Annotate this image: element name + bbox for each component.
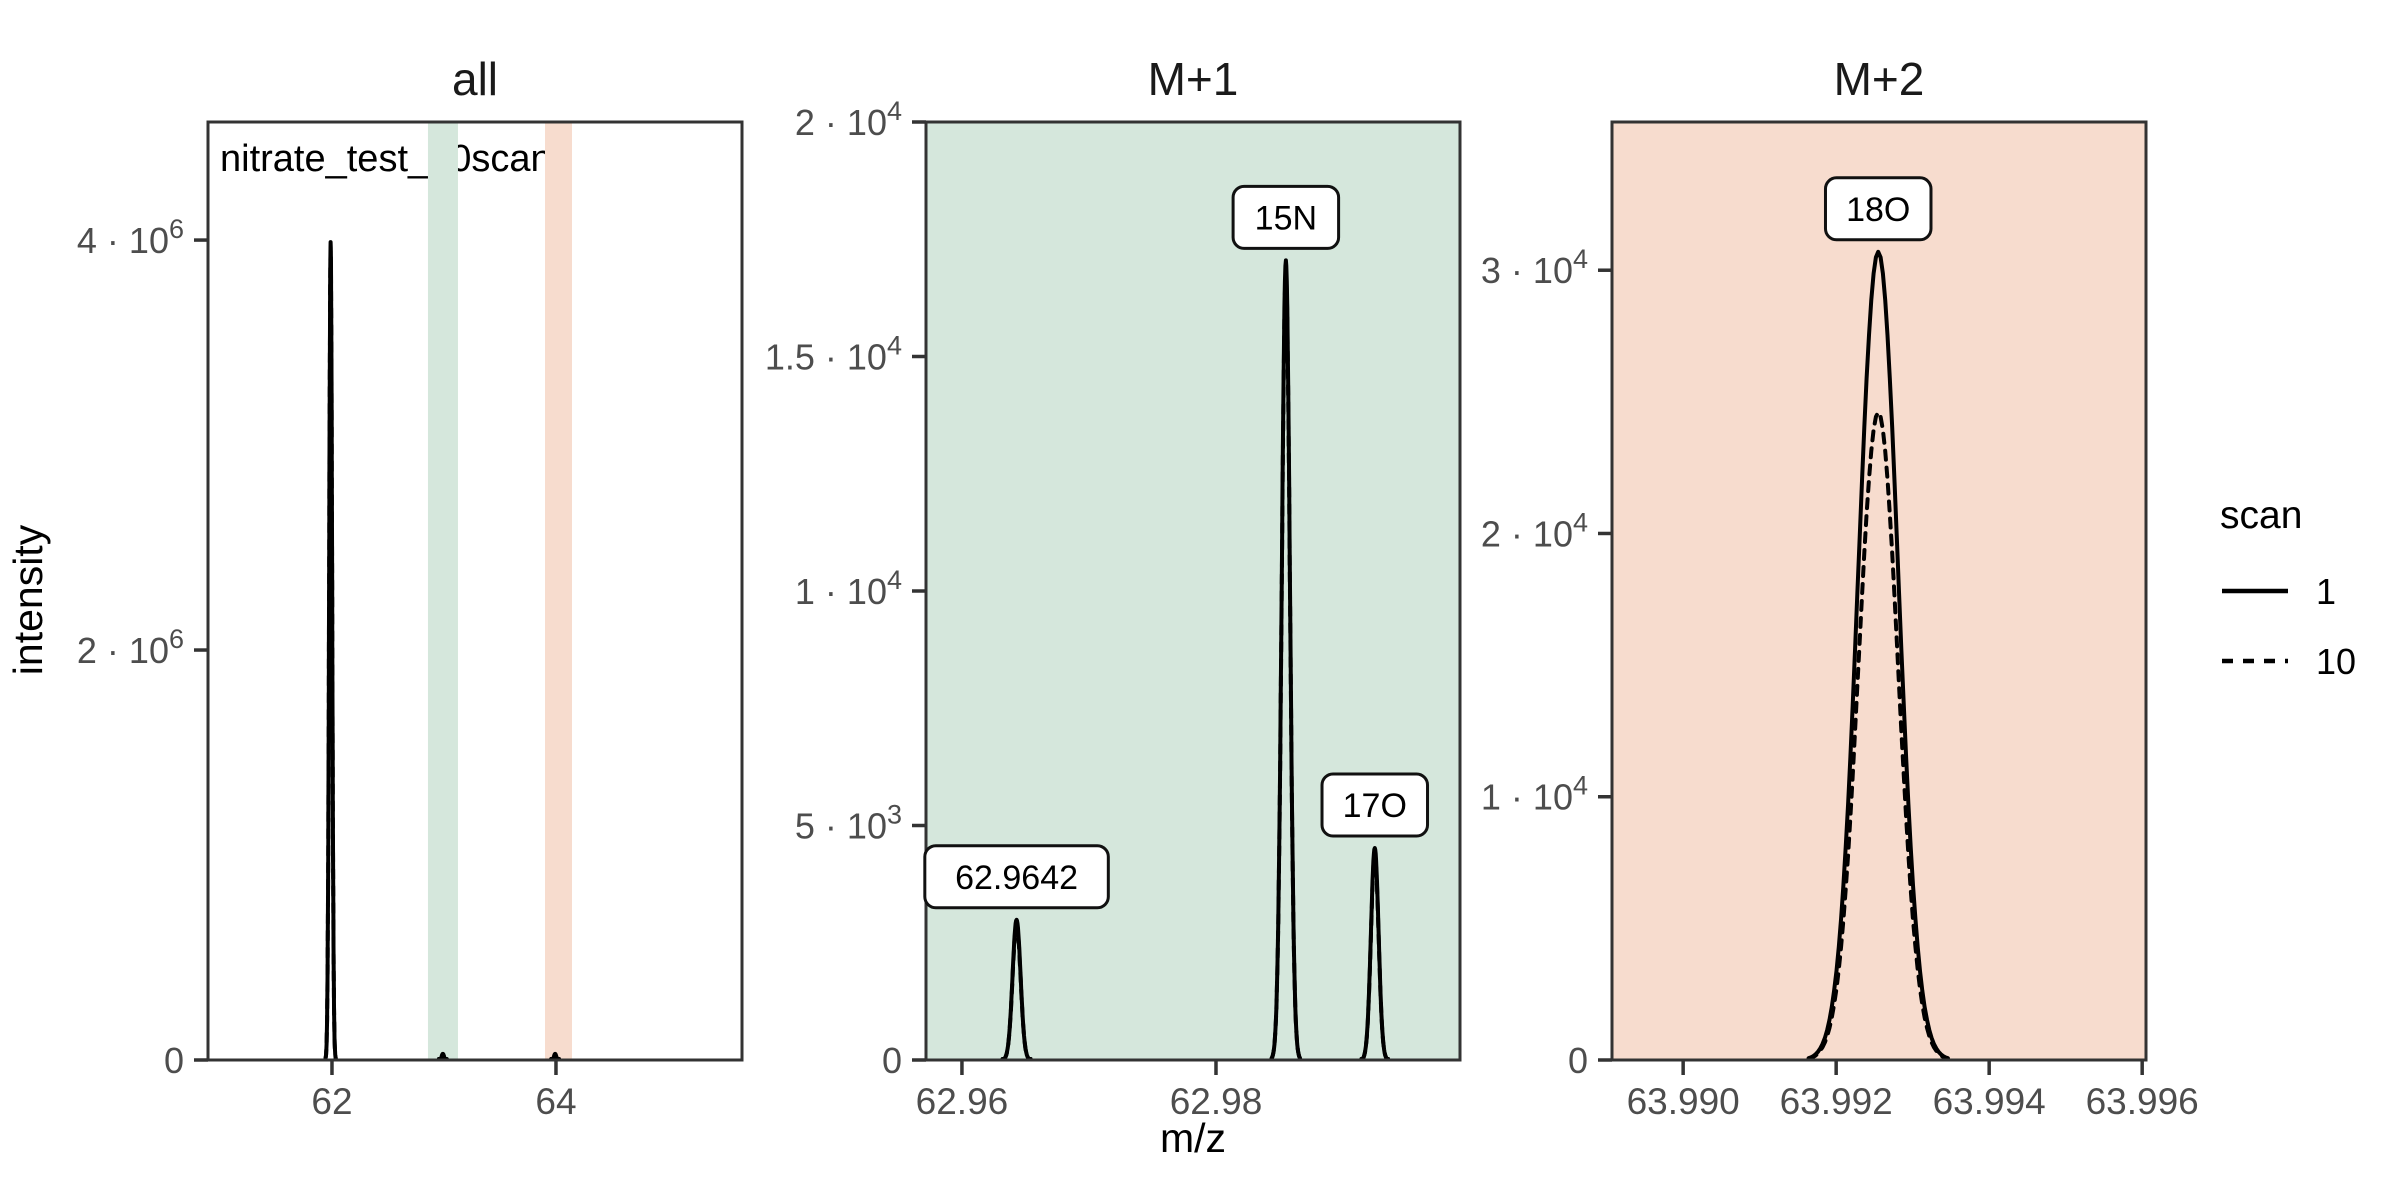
x-axis-tick-label: 62 <box>311 1081 352 1122</box>
peak-label-text: 17O <box>1343 787 1407 825</box>
y-axis-tick-label: 0 <box>164 1040 184 1081</box>
x-axis-tick-label: 64 <box>535 1081 576 1122</box>
spectrum-line-scan10 <box>1269 270 1303 1061</box>
run-name-annotation: nitrate_test_10scans <box>220 138 571 180</box>
highlight-band <box>427 122 458 1060</box>
peak-label-text: 15N <box>1255 199 1317 237</box>
legend: scan 1 10 <box>2220 494 2356 682</box>
panel-m2: 0 1 · 104 2 · 104 3 · 104 63.990 63.992 63.994… <box>1481 120 2199 1122</box>
x-axis-tick-label: 62.98 <box>1170 1081 1263 1122</box>
y-axis-tick-label: 5 · 103 <box>795 800 902 847</box>
y-axis-tick-label: 2 · 104 <box>795 96 902 143</box>
panel-background <box>1612 122 2146 1060</box>
peak-label-text: 62.9642 <box>955 859 1078 897</box>
x-axis-tick-label: 63.994 <box>1933 1081 2046 1122</box>
y-axis-tick-label: 2 · 104 <box>1481 507 1588 554</box>
spectrum-line-scan10 <box>323 248 338 1061</box>
peak-label-box <box>1231 184 1341 250</box>
legend-label-scan1: 1 <box>2316 571 2336 612</box>
y-axis-tick-label: 4 · 106 <box>77 214 184 261</box>
panel-m1: 0 5 · 103 1 · 104 1.5 · 104 2 · 104 62.96 62.9… <box>765 96 1462 1122</box>
facet-title-m2: M+2 <box>1834 53 1925 105</box>
panel-all: 0 2 · 106 4 · 106 62 64 <box>77 120 744 1122</box>
highlight-band <box>544 122 572 1060</box>
x-axis-tick-label: 63.990 <box>1627 1081 1740 1122</box>
y-axis-title: intensity <box>5 524 51 675</box>
x-axis-tick-label: 62.96 <box>916 1081 1009 1122</box>
y-axis-tick-label: 1 · 104 <box>795 565 902 612</box>
panels-group: 0 2 · 106 4 · 106 62 64 0 5 · 103 1 · 104 1.5 · … <box>77 96 2199 1122</box>
x-axis-title: m/z <box>1160 1115 1226 1161</box>
panel-border <box>1610 120 2148 1062</box>
y-axis-tick-label: 1.5 · 104 <box>765 331 902 378</box>
facet-title-all: all <box>452 53 498 105</box>
facet-title-m1: M+1 <box>1148 53 1239 105</box>
peak-label-text: 18O <box>1846 191 1910 229</box>
spectrum-line-scan10 <box>1000 922 1033 1061</box>
peak-label-box <box>923 844 1110 910</box>
y-axis-tick-label: 0 <box>882 1040 902 1081</box>
spectrum-line-scan10 <box>1806 410 1950 1061</box>
y-axis-tick-label: 3 · 104 <box>1481 244 1588 291</box>
panel-border <box>206 120 744 1062</box>
legend-label-scan10: 10 <box>2316 641 2356 682</box>
peak-label-box <box>1823 176 1933 242</box>
x-axis-tick-label: 63.992 <box>1780 1081 1893 1122</box>
y-axis-tick-label: 2 · 106 <box>77 624 184 671</box>
x-axis-tick-label: 63.996 <box>2086 1081 2199 1122</box>
peak-label-box <box>1320 772 1430 838</box>
y-axis-tick-label: 0 <box>1568 1040 1588 1081</box>
y-axis-tick-label: 1 · 104 <box>1481 771 1588 818</box>
legend-title: scan <box>2220 494 2302 537</box>
spectrum-line-scan10 <box>1359 851 1391 1061</box>
